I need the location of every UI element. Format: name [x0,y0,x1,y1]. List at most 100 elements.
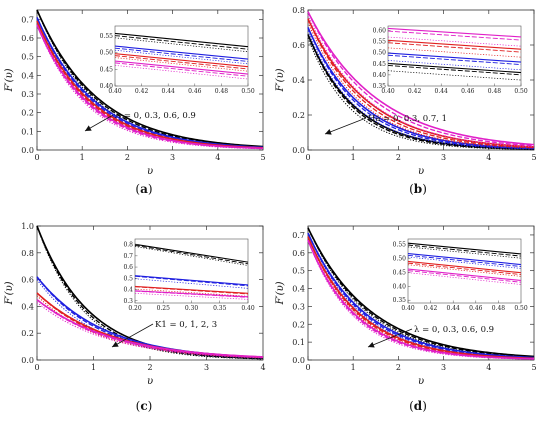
inset-y-tick-label: 0.40 [373,72,387,79]
plot-frame [307,225,535,361]
inset-y-tick-label: 0.4 [123,287,133,294]
inset-series-red-dotted [408,264,521,277]
x-tick-label: 2 [396,153,401,162]
inset-x-tick-label: 0.35 [213,305,227,312]
x-tick-label: 0 [34,153,39,162]
y-tick-label: 0.0 [21,356,34,365]
inset-plot: 0.40 0.42 0.44 0.46 0.48 0.500.350.400.450.50… [393,238,528,312]
inset-x-tick-label: 0.50 [241,88,255,95]
x-axis-label: υ [418,376,424,387]
series-black-dotted [307,227,535,358]
x-tick-label: 4 [215,153,220,162]
x-tick-label: 2 [125,153,130,162]
inset-y-tick-label: 0.40 [100,83,114,90]
inset-x-tick-label: 0.42 [408,88,422,95]
series-blue-solid [36,17,264,149]
inset-x-tick-label: 0.25 [157,305,171,312]
inset-series-blue-solid [408,253,521,266]
inset-series-blue-dashed [115,47,248,62]
y-axis-label: F′(υ) [275,281,286,305]
inset-series-black-dashed [388,65,521,76]
annotation-arrowhead [325,129,332,135]
series-magenta-dotted [307,240,535,360]
y-axis-label: F′(υ) [4,68,15,92]
inset-series-blue-dotted [135,278,248,289]
inset-series-blue-dashed [135,275,248,287]
x-tick-label: 2 [147,363,152,372]
series-magenta-dashed [307,11,535,147]
inset-series-red-dashed [408,262,521,276]
inset-x-tick-label: 0.44 [435,88,449,95]
y-tick-label: 0.8 [21,249,34,258]
y-tick-label: 0.4 [21,71,34,80]
x-tick-label: 1 [351,153,356,162]
inset-y-tick-label: 0.7 [123,253,133,260]
inset-series-black-dashed [408,244,521,257]
y-tick-label: 0.6 [292,249,305,258]
inset-y-tick-label: 0.45 [393,269,407,276]
panel-a: 0 1 2 3 4 5 0.0 0.1 0.2 0.3 0.4 0.5 0.6 0.7 υ F′(υ) A = … [4,9,266,196]
inset-series-black-solid [408,242,521,255]
y-tick-label: 0.0 [292,146,305,155]
inset-series-black-solid [135,243,248,263]
x-tick-label: 4 [486,363,491,372]
x-tick-label: 1 [80,153,85,162]
inset-y-tick-label: 0.6 [123,264,133,271]
x-tick-label: 4 [260,363,265,372]
inset-series-magenta-dotted [135,292,248,300]
x-tick-label: 0 [34,363,39,372]
x-tick-label: 0 [305,363,310,372]
inset-x-tick-label: 0.48 [492,305,506,312]
inset-y-tick-label: 0.55 [100,33,114,40]
series-black-dashed [307,227,535,358]
y-tick-label: 1.0 [21,222,34,231]
series-black-dotted [307,37,535,150]
inset-x-tick-label: 0.40 [108,88,122,95]
y-tick-label: 0.0 [292,356,305,365]
series-red-solid [307,18,535,148]
inset-x-tick-label: 0.30 [185,305,199,312]
inset-series-black-dashed [135,244,248,265]
y-tick-label: 0.2 [292,320,305,329]
y-tick-label: 0.3 [292,302,305,311]
inset-frame [387,25,522,87]
inset-y-tick-label: 0.50 [373,50,387,57]
inset-series-red-dashed [388,42,521,53]
inset-y-tick-label: 0.55 [373,39,387,46]
inset-series-magenta-solid [408,268,521,282]
y-tick-label: 0.6 [292,41,305,50]
inset-series-black-solid [115,32,248,48]
x-axis-label: υ [147,166,153,177]
x-axis-label: υ [147,376,153,387]
inset-x-tick-label: 0.44 [447,305,461,312]
y-axis-label: F′(υ) [275,68,286,92]
inset-series-blue-solid [115,45,248,60]
annotation-arrowhead [112,341,119,347]
panel-label: (a) [135,182,152,196]
inset-y-tick-label: 0.3 [123,298,133,305]
inset-series-magenta-solid [115,60,248,75]
x-tick-label: 3 [204,363,209,372]
y-tick-label: 0.0 [21,146,34,155]
inset-series-magenta-dashed [388,30,521,41]
y-tick-label: 0.5 [21,53,34,62]
series-magenta-dotted [307,15,535,148]
x-tick-label: 1 [351,363,356,372]
inset-y-tick-label: 0.8 [123,242,133,249]
parameter-annotation: K1 = 0, 1, 2, 3 [155,320,217,330]
inset-y-tick-label: 0.55 [393,242,407,249]
y-tick-label: 0.1 [21,127,34,136]
y-tick-label: 0.4 [292,76,305,85]
inset-x-tick-label: 0.50 [514,305,528,312]
y-tick-label: 0.7 [292,231,305,240]
inset-x-tick-label: 0.50 [514,88,528,95]
y-tick-label: 0.1 [292,338,305,347]
inset-x-tick-label: 0.42 [135,88,149,95]
inset-series-red-dotted [135,288,248,297]
annotation-arrowhead [85,125,92,131]
x-axis-label: υ [418,166,424,177]
x-tick-label: 1 [91,363,96,372]
x-tick-label: 5 [531,363,536,372]
inset-x-tick-label: 0.40 [381,88,395,95]
